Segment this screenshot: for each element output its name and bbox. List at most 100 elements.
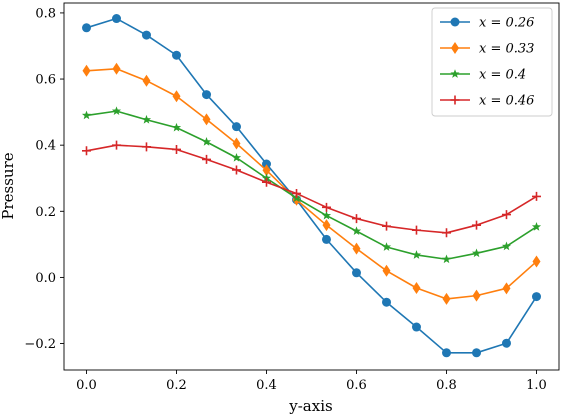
y-axis-ticks: −0.2 0.0 0.2 0.4 0.6 0.8 [24,6,64,352]
data-point [502,282,511,295]
series-3 [81,106,542,264]
data-point [82,23,91,33]
legend-marker [451,42,459,54]
x-tick-label: 0.8 [436,378,457,393]
data-point [112,14,122,24]
data-point [231,165,241,175]
data-point [262,159,271,169]
data-point [202,154,212,164]
y-tick-label: 0.0 [35,271,56,286]
data-point [112,140,122,150]
data-point [262,177,271,187]
legend-marker [450,17,460,27]
x-tick-label: 0.2 [166,378,187,393]
data-point [322,219,331,232]
data-point [112,62,121,75]
legend-item: x = 0.26 [440,16,534,31]
data-point [382,221,392,231]
data-point [501,241,512,251]
data-point [472,289,481,302]
data-point [531,222,542,231]
data-point [262,164,271,177]
data-point [82,64,91,77]
legend-box [431,7,553,117]
legend-item: x = 0.4 [440,68,526,83]
data-point [352,242,361,255]
data-point [111,106,122,115]
data-point [471,248,482,258]
data-point [321,234,331,244]
data-point [292,188,302,198]
y-tick-label: 0.4 [35,139,56,154]
data-point [441,254,452,264]
data-point [442,292,451,305]
data-point [141,114,152,124]
data-point [231,152,242,162]
data-point [381,242,392,251]
data-point [442,348,451,358]
legend: x = 0.26 x = 0.33 x = 0.4 x = 0.46 [431,7,553,117]
x-tick-label: 0.0 [76,378,97,393]
data-point [532,255,541,268]
x-tick-label: 0.4 [256,378,277,393]
series-line [86,110,537,261]
plot-frame [63,2,560,371]
data-point [172,50,181,60]
data-point [501,210,511,220]
data-point [171,122,182,132]
legend-item: x = 0.33 [440,42,534,57]
data-point [82,146,91,156]
legend-item: x = 0.46 [440,94,534,109]
data-point [352,268,361,278]
series-4 [82,140,541,238]
data-point [202,90,212,100]
data-point [231,122,241,132]
data-point [81,110,92,120]
data-point [382,297,392,307]
data-point [532,292,541,302]
data-point [141,30,151,40]
legend-items: x = 0.26 x = 0.33 x = 0.4 x = 0.46 [440,16,534,109]
y-tick-label: 0.8 [35,6,56,21]
data-point [172,144,181,154]
data-point [321,210,332,220]
data-point [201,137,212,146]
x-tick-label: 1.0 [526,378,547,393]
x-axis-ticks: 0.0 0.2 0.4 0.6 0.8 1.0 [76,370,547,393]
series-line [86,17,538,354]
legend-label: x = 0.46 [479,94,534,109]
data-point [351,226,362,236]
legend-label: x = 0.33 [479,42,534,57]
data-point [141,142,151,152]
data-point [411,250,422,259]
y-tick-label: −0.2 [24,337,56,352]
legend-label: x = 0.26 [479,16,534,31]
data-point [232,137,241,150]
y-axis-label: Pressure [0,152,17,219]
data-point [142,74,151,87]
data-point [472,348,482,358]
series-line [86,144,537,234]
series-line [86,68,538,300]
legend-marker [450,69,460,78]
data-point [382,264,391,277]
legend-marker [450,95,460,105]
data-point [352,214,361,224]
data-point [411,225,421,235]
data-point [501,338,511,348]
data-point [321,202,331,212]
x-tick-label: 0.6 [346,378,367,393]
legend-label: x = 0.4 [479,68,526,83]
data-point [472,220,482,230]
series-layer [81,14,542,358]
x-axis-label: y-axis [288,397,332,415]
y-tick-label: 0.6 [35,73,56,88]
data-point [532,191,541,201]
data-point [202,113,211,126]
data-point [442,228,451,238]
data-point [172,90,181,103]
y-tick-label: 0.2 [35,205,56,220]
plot-area: 0.0 0.2 0.4 0.6 0.8 1.0 −0.2 0.0 0.2 0.4 0.6 0.8 [24,2,560,393]
data-point [411,322,421,332]
